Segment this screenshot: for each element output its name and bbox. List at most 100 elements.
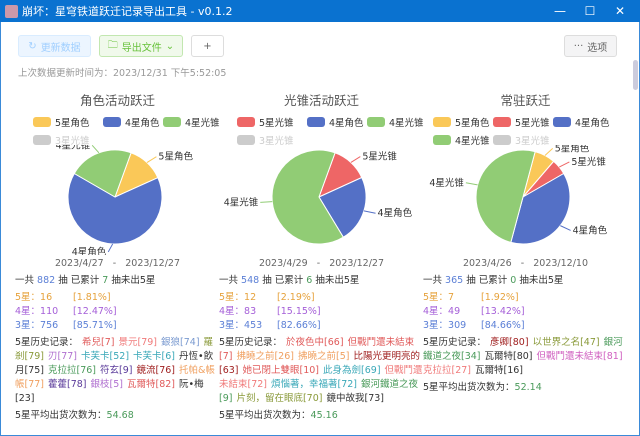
legend-swatch <box>307 117 325 127</box>
pie-chart: 5星角色 4星角色 4星光锥 <box>56 145 193 255</box>
history-item: 鏡中故我[73] <box>326 393 384 404</box>
title-bar: 崩坏：星穹铁道跃迁记录导出工具 - v0.1.2 — ☐ ✕ <box>0 0 640 22</box>
pie-label-line <box>544 148 554 156</box>
date-range: 2023/4/26 - 2023/12/10 <box>462 258 589 269</box>
history-item: 阮•梅[23] <box>15 379 204 404</box>
refresh-data-button[interactable]: ↻ 更新数据 <box>18 35 91 57</box>
pie-label: 4星角色 <box>72 246 107 255</box>
pie-label: 5星光锥 <box>571 156 606 168</box>
legend-item[interactable]: 3星光锥 <box>237 133 294 147</box>
three-star-count: 3星：453 [82.66%] <box>219 320 321 331</box>
history-item: 拂曉之前[5] <box>297 351 350 362</box>
ellipsis-icon: ··· <box>573 40 584 52</box>
last-update-text: 上次数据更新时间为：2023/12/31 下午5:52:05 <box>18 68 227 79</box>
add-button[interactable]: + <box>191 35 224 57</box>
legend-item[interactable]: 5星角色 <box>433 115 490 129</box>
five-star-count: 5星：12 [2.19%] <box>219 292 315 303</box>
history-item: 鏡流[76] <box>136 365 176 376</box>
options-button[interactable]: ··· 选项 <box>564 35 617 57</box>
history-item: 托帕&帳帳[77] <box>15 365 215 390</box>
pie-label-line <box>91 145 100 154</box>
date-range: 2023/4/27 - 2023/12/27 <box>54 258 181 269</box>
pie-slice[interactable] <box>510 172 571 245</box>
four-star-count: 4星：83 [15.15%] <box>219 306 321 317</box>
legend-swatch <box>33 117 51 127</box>
legend-item[interactable]: 3星光锥 <box>493 133 550 147</box>
history-item: 瓦爾特[16] <box>475 365 524 376</box>
pie-label: 5星光锥 <box>362 151 397 163</box>
five-star-count: 5星：16 [1.81%] <box>15 292 111 303</box>
legend-item[interactable]: 5星光锥 <box>237 115 294 129</box>
pie-label-line <box>350 156 361 163</box>
chevron-down-icon: ⌄ <box>165 40 175 52</box>
legend-item[interactable]: 4星角色 <box>553 115 610 129</box>
legend-swatch <box>163 117 181 127</box>
legend-item[interactable]: 3星光锥 <box>33 133 90 147</box>
close-button[interactable]: ✕ <box>614 4 626 18</box>
legend-item[interactable]: 4星光锥 <box>433 133 490 147</box>
four-star-count: 4星：110 [12.47%] <box>15 306 117 317</box>
history-item: 藿藿[78] <box>48 379 87 390</box>
scrollbar[interactable] <box>633 60 638 90</box>
pie-label-line <box>465 182 478 186</box>
legend-item[interactable]: 5星光锥 <box>493 115 550 129</box>
window-title: 崩坏：星穹铁道跃迁记录导出工具 - v0.1.2 <box>22 5 233 18</box>
history-item: 銀狼[74] <box>161 337 200 348</box>
pie-label-line <box>107 243 114 253</box>
history-item: 景元[79] <box>118 337 158 348</box>
legend-swatch <box>33 135 51 145</box>
legend-item[interactable]: 4星光锥 <box>163 115 220 129</box>
export-file-button[interactable]: 🗀 导出文件 ⌄ <box>99 35 183 57</box>
folder-icon: 🗀 <box>107 39 118 51</box>
history-item: 但戰鬥還未結束[81] <box>536 351 623 362</box>
legend-item[interactable]: 5星角色 <box>33 115 90 129</box>
legend-swatch <box>103 117 121 127</box>
four-star-count: 4星：49 [13.42%] <box>423 306 525 317</box>
pie-label-line <box>363 210 376 214</box>
pie-slice[interactable] <box>271 149 345 245</box>
legend-swatch <box>433 135 451 145</box>
history-item: 但戰鬥還未結束[72] <box>219 365 423 390</box>
pie-slice[interactable] <box>475 149 536 244</box>
history-item: 羅剎[79] <box>15 337 214 362</box>
legend-swatch <box>493 117 511 127</box>
maximize-button[interactable]: ☐ <box>584 4 596 18</box>
pie-label-line <box>560 225 571 231</box>
chart-title: 光锥活动跃迁 <box>283 93 359 108</box>
chart-title: 常驻跃迁 <box>500 93 551 108</box>
history-item: 瓦爾特[80] <box>484 351 533 362</box>
average-line: 5星平均出货次数为：54.68 <box>15 410 134 421</box>
history-item: 卡芙卡[52] <box>81 351 130 362</box>
history-item: 於夜色中[66] <box>286 337 344 348</box>
history-item: 克拉拉[76] <box>48 365 97 376</box>
five-star-history: 5星历史记录： 於夜色中[66] 但戰鬥還未結束[7] 拂曉之前[26] 拂曉之前[5]… <box>219 337 423 404</box>
legend-item[interactable]: 4星光锥 <box>367 115 424 129</box>
pie-label: 5星角色 <box>555 145 590 154</box>
average-line: 5星平均出货次数为：52.14 <box>423 382 542 393</box>
pie-label-line <box>146 156 157 163</box>
history-item: 此身為劍[69] <box>323 365 381 376</box>
legend-swatch <box>433 117 451 127</box>
legend-item[interactable]: 4星角色 <box>103 115 160 129</box>
pie-label: 5星角色 <box>158 151 193 163</box>
pie-chart: 5星角色 5星光锥 4星角色 4星光锥 <box>429 145 608 245</box>
three-star-count: 3星：309 [84.66%] <box>423 320 525 331</box>
pie-label: 4星光锥 <box>56 145 91 151</box>
five-star-history: 5星历史记录： 彥卿[80] 以世界之名[47] 銀河鐵道之夜[34] 瓦爾特[80] 但… <box>423 337 623 376</box>
app-icon <box>5 4 18 18</box>
legend-swatch <box>493 135 511 145</box>
legend-swatch <box>367 117 385 127</box>
date-range: 2023/4/29 - 2023/12/27 <box>258 258 385 269</box>
minimize-button[interactable]: — <box>554 4 566 18</box>
pie-label: 4星光锥 <box>224 196 259 208</box>
pie-chart: 5星光锥 4星角色 4星光锥 <box>224 149 413 245</box>
pie-slice[interactable] <box>67 172 163 245</box>
legend-swatch <box>237 135 255 145</box>
total-line: 一共 548 抽 已累计 6 抽未出5星 <box>219 275 360 286</box>
legend-item[interactable]: 4星角色 <box>307 115 364 129</box>
average-line: 5星平均出货次数为：45.16 <box>219 410 338 421</box>
history-item: 比陽光更明亮的[63] <box>219 351 420 376</box>
history-item: 符玄[9] <box>100 365 133 376</box>
legend-swatch <box>237 117 255 127</box>
pie-slice[interactable] <box>318 176 367 238</box>
